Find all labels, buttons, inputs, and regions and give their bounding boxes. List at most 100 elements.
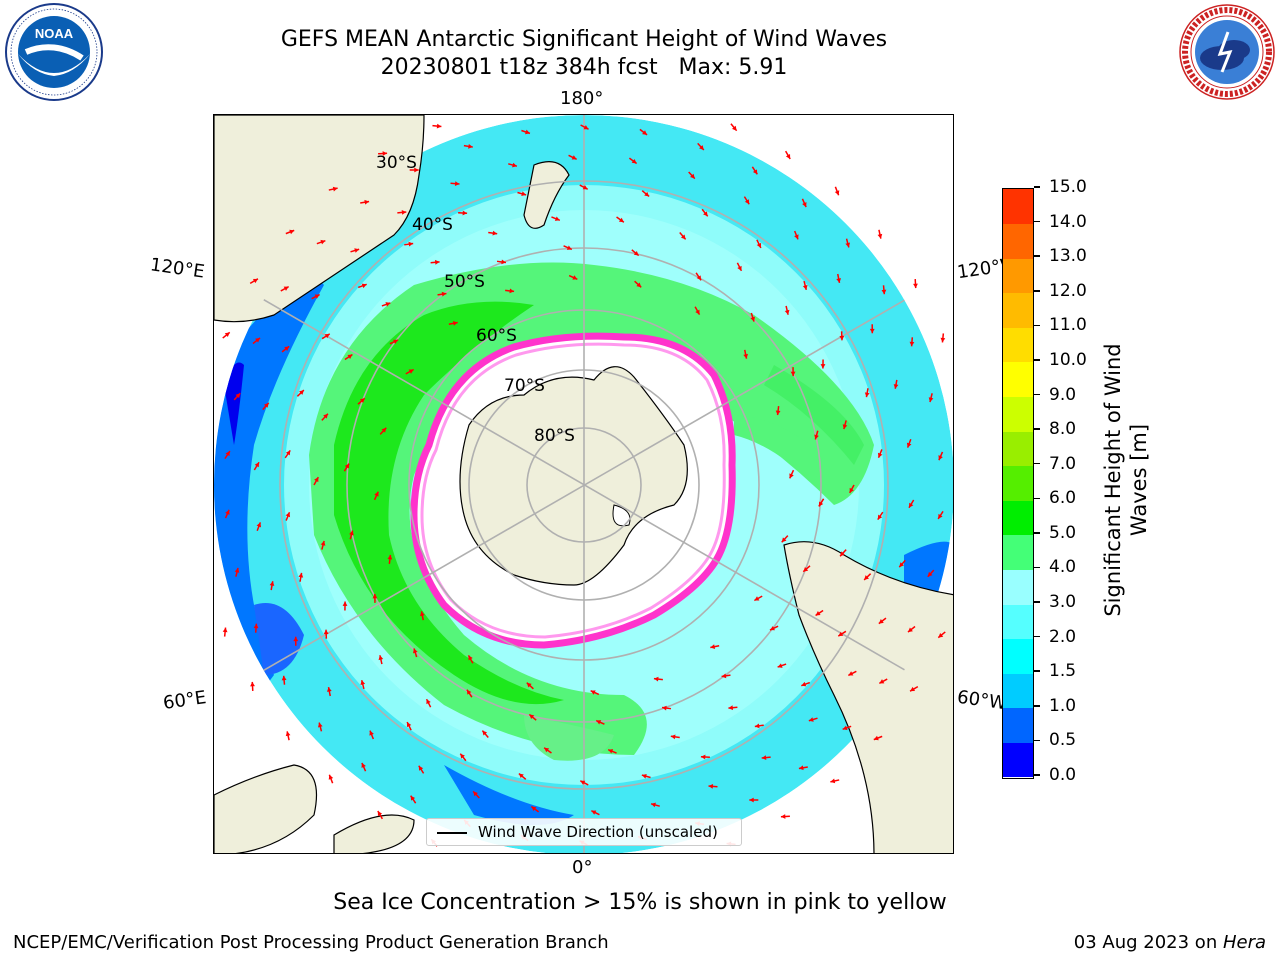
wave-arrow-head [743, 353, 748, 359]
wave-arrow-head [670, 734, 676, 740]
wave-arrow-head [408, 369, 414, 374]
nws-logo [1176, 2, 1278, 102]
wave-arrow-head [618, 217, 624, 223]
colorbar-tick-label: 7.0 [1034, 454, 1076, 474]
wave-arrow-head [299, 390, 304, 395]
colorbar-tick-label: 8.0 [1034, 419, 1076, 439]
wave-arrow-head [708, 784, 714, 789]
wave-arrow-head [906, 442, 912, 448]
lon-label-60w: 60°W [955, 686, 1008, 715]
chart-title: GEFS MEAN Antarctic Significant Height o… [280, 27, 888, 52]
wave-arrow-head [526, 682, 532, 688]
wave-arrow-head [940, 337, 946, 343]
wave-arrow-head [289, 229, 295, 235]
wave-arrow-head [327, 687, 332, 692]
colorbar-tick-label: 9.0 [1034, 385, 1076, 405]
colorbar-tick-label: 0.5 [1034, 730, 1076, 750]
wave-arrow-head [644, 191, 650, 197]
wave-arrow-head [802, 202, 807, 208]
wave-arrow-head [250, 681, 255, 687]
wave-arrow-head [938, 632, 944, 638]
wave-arrow-head [285, 450, 291, 456]
wave-arrow-head [633, 250, 639, 256]
wave-arrow-head [802, 285, 808, 290]
africa-land [214, 764, 318, 853]
wave-arrow-head [749, 797, 754, 803]
wave-arrow-head [426, 699, 431, 705]
wave-arrow-head [864, 392, 870, 398]
wave-arrow-head [878, 619, 884, 624]
wave-arrow-head [703, 211, 708, 217]
wave-arrow-head [790, 371, 796, 377]
wave-arrow-head [314, 477, 319, 483]
wave-arrow-head [636, 282, 642, 288]
wave-arrow-head [877, 233, 883, 239]
wave-arrow-head [834, 190, 840, 196]
colorbar-tick-label: 1.0 [1034, 696, 1076, 716]
wave-arrow-head [631, 158, 637, 164]
wave-arrow-head [642, 130, 648, 135]
wave-arrow-head [293, 636, 299, 642]
wave-arrow-head [328, 774, 334, 780]
wave-arrow-head [323, 413, 328, 419]
wave-arrow-head [845, 242, 851, 248]
wave-arrow-head [466, 689, 472, 695]
colorbar-label-line1: Significant Height of Wind [1101, 343, 1125, 617]
footer-date-text: 03 Aug 2023 on [1073, 932, 1223, 953]
wave-arrow-head [784, 309, 790, 315]
wave-arrow-head [653, 676, 659, 682]
colorbar-segment [1003, 534, 1033, 570]
wave-arrow-head [591, 810, 597, 815]
wave-arrow-head [777, 663, 783, 668]
wave-arrow-head [927, 571, 933, 577]
wave-arrow-head [381, 427, 387, 433]
wave-arrow-head [731, 125, 737, 131]
legend-label: Wind Wave Direction (unscaled) [478, 823, 718, 841]
wave-arrow-head [369, 730, 374, 736]
graticule [214, 115, 953, 853]
wave-arrow-head [907, 627, 913, 633]
wave-arrow-head [320, 239, 326, 245]
colorbar-segment [1003, 604, 1033, 640]
noaa-logo-text: NOAA [35, 26, 74, 41]
wave-arrow-head [512, 162, 517, 168]
wave-arrow-head [554, 216, 560, 221]
colorbar-segment [1003, 431, 1033, 467]
wave-arrow-head [583, 125, 589, 130]
colorbar-segment [1003, 258, 1033, 294]
map-legend: Wind Wave Direction (unscaled) [426, 818, 742, 846]
wave-arrow-head [781, 537, 787, 543]
wave-arrow-head [254, 462, 260, 468]
wave-arrow-head [323, 629, 329, 635]
wave-arrow-head [285, 512, 291, 518]
wave-arrow-head [571, 155, 577, 160]
wave-arrow-head [252, 278, 258, 284]
wave-arrow-head [320, 540, 326, 546]
wave-arrow-head [789, 473, 794, 479]
colorbar [1002, 188, 1034, 779]
wave-arrow-head [820, 364, 826, 369]
wave-arrow-head [452, 321, 458, 326]
wave-arrow-head [596, 720, 602, 725]
wave-arrow-head [696, 275, 702, 281]
colorbar-tick-label: 13.0 [1034, 246, 1087, 266]
lon-label-180: 180° [560, 88, 604, 109]
wave-arrow-head [544, 747, 550, 753]
colorbar-label-line2: Waves [m] [1127, 423, 1151, 537]
wave-arrow-head [938, 455, 943, 461]
wave-arrow-head [899, 562, 904, 568]
wave-arrow-head [721, 673, 727, 679]
wave-arrow-head [360, 680, 366, 685]
wave-arrow-head [913, 283, 918, 289]
wave-arrow-head [501, 259, 506, 265]
wave-arrow-head [909, 341, 915, 347]
wave-arrow-head [864, 575, 869, 580]
wave-arrow-head [418, 765, 424, 771]
wave-arrow-head [699, 145, 704, 151]
footer-branch: NCEP/EMC/Verification Post Processing Pr… [13, 932, 609, 953]
wave-arrow-head [641, 773, 647, 779]
wave-arrow-head [737, 265, 742, 271]
wave-arrow-head [780, 814, 786, 819]
wave-arrow-head [873, 735, 879, 741]
wave-arrow-head [928, 397, 934, 403]
